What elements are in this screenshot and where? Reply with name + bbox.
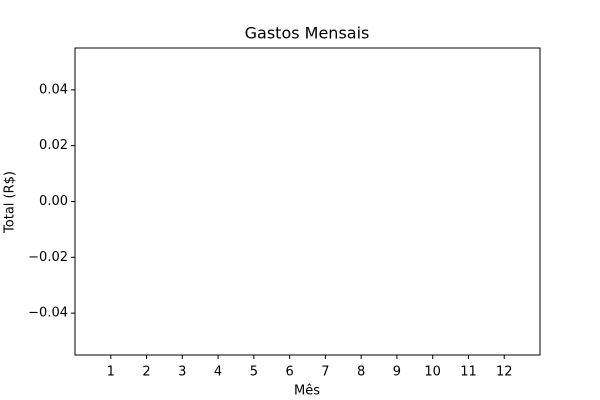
y-tick-label: −0.02	[28, 250, 68, 265]
y-tick-label: 0.02	[39, 138, 68, 153]
chart-title: Gastos Mensais	[245, 24, 370, 43]
x-tick-label: 11	[460, 365, 477, 380]
x-tick-label: 6	[285, 365, 293, 380]
x-tick-label: 8	[357, 365, 365, 380]
x-tick-label: 7	[321, 365, 329, 380]
y-axis-label: Total (R$)	[3, 171, 18, 234]
y-tick-label: 0.00	[39, 194, 68, 209]
x-axis-label: Mês	[294, 384, 320, 399]
x-tick-label: 12	[496, 365, 513, 380]
y-tick-label: −0.04	[28, 306, 68, 321]
x-tick-label: 3	[178, 365, 186, 380]
y-tick-label: 0.04	[39, 82, 68, 97]
x-tick-label: 2	[142, 365, 150, 380]
x-tick-label: 1	[107, 365, 115, 380]
x-tick-label: 9	[393, 365, 401, 380]
x-tick-label: 4	[214, 365, 222, 380]
x-tick-label: 5	[250, 365, 258, 380]
x-tick-label: 10	[424, 365, 441, 380]
